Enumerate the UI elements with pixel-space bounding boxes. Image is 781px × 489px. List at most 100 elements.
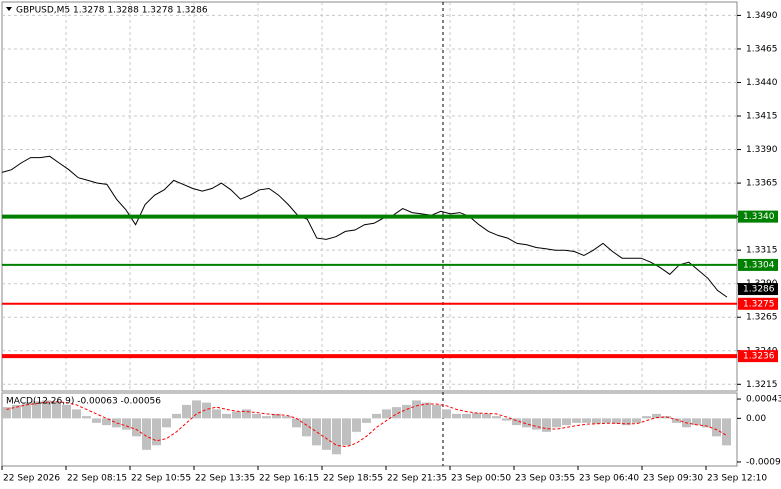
macd-bar [412, 400, 421, 419]
x-tick-label: 22 Sep 13:35 [195, 474, 255, 484]
macd-bar [722, 418, 731, 446]
macd-bar [62, 404, 71, 419]
y-tick-label: 1.3215 [746, 380, 778, 390]
macd-bar [352, 418, 361, 432]
macd-bar [642, 416, 651, 419]
y-tick-label: 0.00043 [746, 395, 781, 405]
macd-bar [212, 409, 221, 419]
macd-bar [342, 418, 351, 446]
macd-bar [32, 401, 41, 419]
macd-bar [322, 418, 331, 450]
macd-bar [632, 418, 641, 423]
x-tick-label: 23 Sep 00:50 [451, 474, 511, 484]
macd-bar [712, 418, 721, 437]
macd-panel [1, 392, 738, 467]
x-tick-label: 22 Sep 21:35 [387, 474, 447, 484]
macd-bar [402, 404, 411, 419]
macd-bar [552, 418, 561, 428]
macd-bar [492, 416, 501, 419]
macd-bar [542, 418, 551, 432]
macd-bar [522, 418, 531, 428]
x-tick-label: 22 Sep 08:15 [67, 474, 127, 484]
macd-bar [122, 418, 131, 430]
y-tick-label: 1.3265 [746, 313, 778, 323]
x-tick-label: 22 Sep 2026 [3, 474, 60, 484]
x-tick-label: 22 Sep 16:15 [259, 474, 319, 484]
y-tick-label: 1.3390 [746, 145, 778, 155]
macd-bar [72, 409, 81, 419]
macd-bar [292, 418, 301, 428]
x-tick-label: 23 Sep 12:10 [707, 474, 767, 484]
macd-bar [132, 418, 141, 437]
level-label-box [738, 350, 778, 363]
macd-bar [422, 402, 431, 419]
macd-bar [92, 418, 101, 423]
macd-bar [112, 418, 121, 428]
macd-bar [462, 413, 471, 419]
y-tick-label: 1.3315 [746, 246, 778, 256]
macd-bar [52, 401, 61, 419]
macd-bar [622, 418, 631, 426]
x-tick-label: 23 Sep 09:30 [643, 474, 703, 484]
macd-bar [702, 418, 711, 428]
macd-bar [672, 418, 681, 423]
chart-title: GBPUSD,M5 1.3278 1.3288 1.3278 1.3286 [16, 6, 208, 16]
x-tick-label: 22 Sep 18:55 [323, 474, 383, 484]
macd-bar [262, 416, 271, 419]
macd-bar [392, 407, 401, 419]
price-line [1, 155, 728, 298]
macd-bar [142, 418, 151, 450]
macd-bar [252, 413, 261, 419]
level-label: 1.3340 [743, 212, 775, 222]
macd-bar [442, 409, 451, 419]
macd-bar [22, 402, 31, 419]
x-tick-label: 23 Sep 06:40 [579, 474, 639, 484]
y-tick-label: -0.00097 [746, 457, 781, 467]
macd-title: MACD(12,26,9) -0.00063 -0.00056 [6, 397, 161, 407]
macd-bar [282, 416, 291, 419]
macd-bar [42, 400, 51, 419]
x-tick-label: 23 Sep 03:55 [515, 474, 575, 484]
y-tick-label: 1.3415 [746, 112, 778, 122]
macd-bar [532, 418, 541, 430]
y-tick-label: 1.3490 [746, 11, 778, 21]
macd-bar [692, 418, 701, 426]
macd-bar [582, 418, 591, 423]
macd-bar [12, 404, 21, 419]
macd-bar [162, 418, 171, 428]
macd-bar [382, 409, 391, 419]
macd-bar [152, 418, 161, 446]
y-tick-label: 1.3465 [746, 44, 778, 54]
macd-bar [372, 413, 381, 419]
macd-bar [102, 418, 111, 426]
macd-bar [82, 416, 91, 419]
macd-bar [482, 413, 491, 419]
macd-bar [432, 404, 441, 419]
last-price-box [738, 283, 778, 296]
macd-bar [452, 413, 461, 419]
macd-bar [602, 418, 611, 423]
macd-bar [312, 418, 321, 446]
macd-bar [302, 418, 311, 437]
macd-bar [242, 409, 251, 419]
macd-bar [2, 407, 11, 419]
level-label: 1.3304 [743, 260, 775, 270]
y-tick-label: 0.00 [746, 414, 766, 424]
macd-bar [192, 400, 201, 419]
last-price-label: 1.3286 [743, 285, 775, 295]
level-label-box [738, 210, 778, 223]
macd-bar [362, 418, 371, 423]
level-label-box [738, 258, 778, 271]
x-tick-label: 22 Sep 10:55 [131, 474, 191, 484]
macd-bar [502, 418, 511, 421]
y-tick-label: 1.3365 [746, 179, 778, 189]
macd-bar [562, 418, 571, 426]
level-label: 1.3275 [743, 299, 775, 309]
macd-bar [272, 413, 281, 419]
macd-bar [172, 413, 181, 419]
macd-bar [332, 418, 341, 455]
macd-bar [512, 418, 521, 426]
macd-bar [232, 411, 241, 419]
macd-bar [222, 413, 231, 419]
